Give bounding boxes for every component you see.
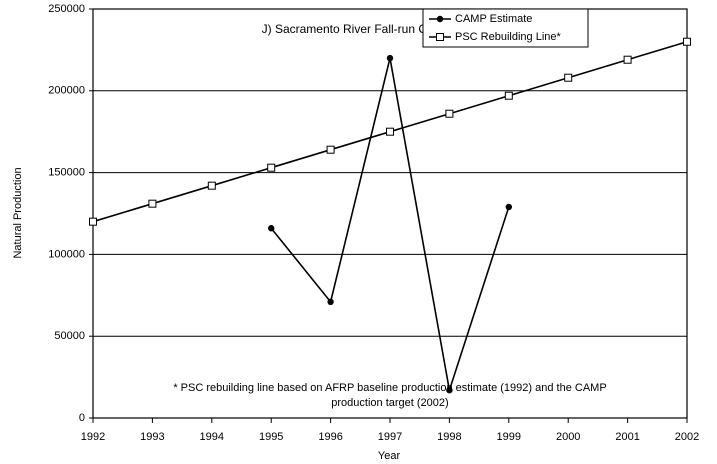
- x-tick-label: 1997: [378, 431, 402, 443]
- marker: [148, 199, 157, 208]
- legend-marker: [436, 33, 444, 41]
- x-tick-label: 2002: [675, 431, 699, 443]
- legend-box: [422, 8, 589, 48]
- y-axis-label: Natural Production: [12, 167, 24, 258]
- marker: [505, 203, 512, 211]
- x-tick-label: 2001: [615, 431, 639, 443]
- marker: [327, 298, 334, 306]
- plot-frame: [92, 8, 688, 419]
- marker: [267, 163, 276, 172]
- x-tick-label: 1993: [140, 431, 164, 443]
- legend-label: CAMP Estimate: [455, 13, 532, 25]
- y-tick-label: 200000: [48, 85, 85, 97]
- marker: [504, 91, 513, 100]
- marker: [89, 217, 97, 226]
- x-tick-label: 2000: [556, 431, 580, 443]
- marker: [623, 55, 632, 64]
- x-tick-label: 1995: [259, 431, 283, 443]
- marker: [207, 181, 216, 190]
- marker: [326, 145, 335, 154]
- y-tick-label: 50000: [54, 330, 85, 342]
- x-tick-label: 1996: [318, 431, 342, 443]
- marker: [564, 73, 573, 82]
- y-tick-label: 100000: [48, 248, 85, 260]
- annotation: production target (2002): [331, 397, 448, 409]
- x-tick-label: 1992: [81, 431, 105, 443]
- series-line: [270, 57, 510, 391]
- annotation: * PSC rebuilding line based on AFRP base…: [173, 382, 606, 394]
- x-tick-label: 1994: [200, 431, 224, 443]
- legend-marker: [436, 15, 444, 23]
- y-tick-label: 150000: [48, 167, 85, 179]
- marker: [445, 109, 454, 118]
- marker: [386, 54, 394, 62]
- chart-title: J) Sacramento River Fall-run Chinook: [262, 22, 464, 36]
- y-tick-label: 0: [79, 412, 85, 424]
- x-tick-label: 1999: [497, 431, 521, 443]
- y-tick-label: 250000: [48, 3, 85, 15]
- legend-label: PSC Rebuilding Line*: [455, 31, 562, 43]
- marker: [268, 225, 275, 232]
- x-tick-label: 1998: [437, 431, 461, 443]
- x-axis-label: Year: [378, 450, 401, 462]
- marker: [386, 127, 394, 136]
- marker: [446, 386, 453, 394]
- marker: [683, 37, 691, 46]
